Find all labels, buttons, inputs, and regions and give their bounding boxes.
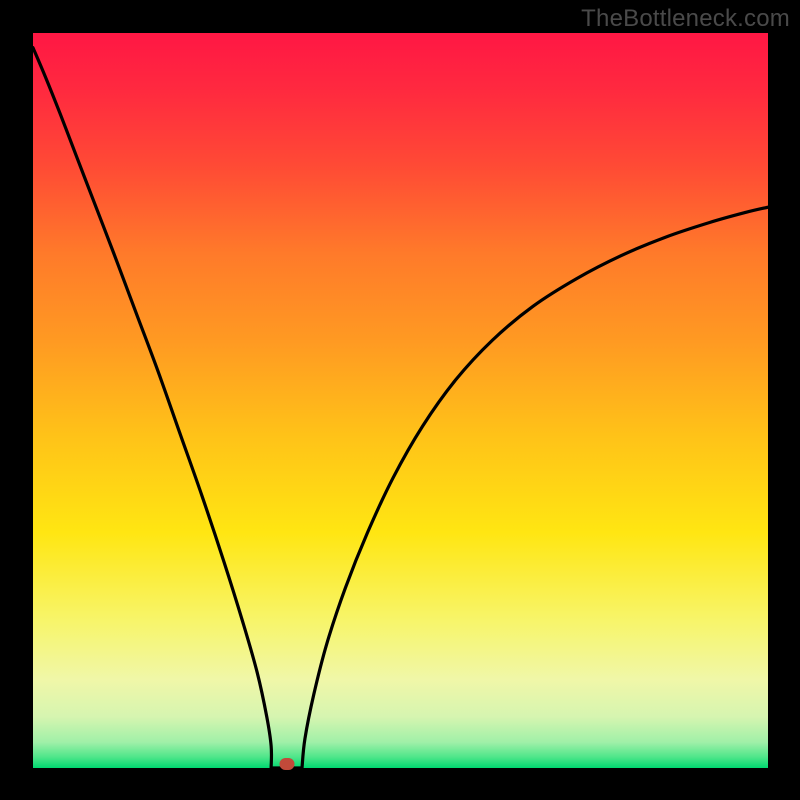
bottleneck-curve	[33, 48, 768, 768]
watermark-text: TheBottleneck.com	[581, 5, 790, 33]
optimum-marker	[280, 758, 295, 770]
curve-layer	[33, 33, 768, 768]
plot-area	[33, 33, 768, 768]
figure-root: TheBottleneck.com	[0, 0, 800, 800]
optimum-marker-shape	[280, 758, 295, 770]
